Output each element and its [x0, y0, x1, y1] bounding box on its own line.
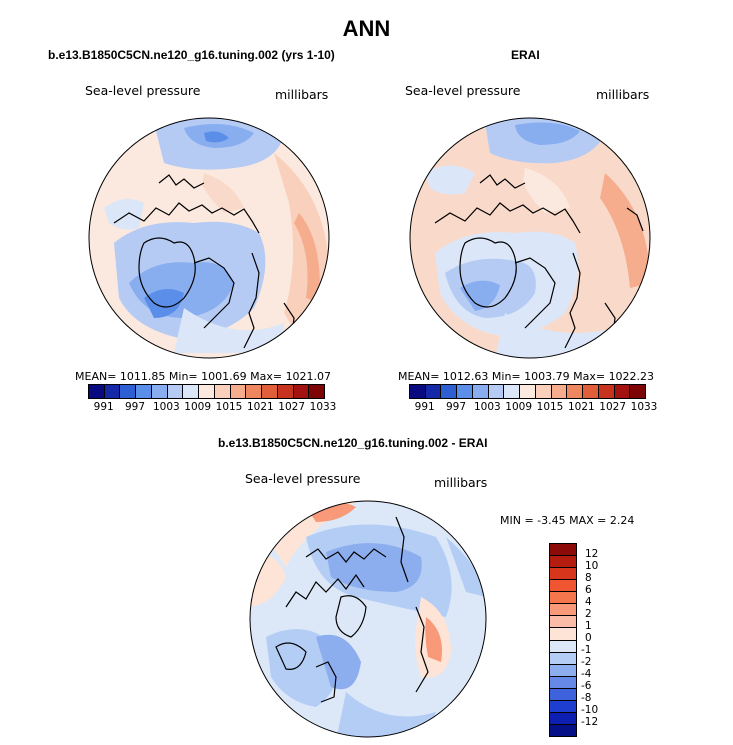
- colorbar-swatch: [230, 385, 247, 398]
- model-polar-map: [88, 117, 330, 359]
- diff-colorbar-ticks: 12 10 8 6 4 2 1 0 -1 -2 -4 -6 -8 -10 -12: [581, 543, 625, 737]
- colorbar-swatch: [550, 544, 576, 557]
- colorbar-swatch: [630, 385, 646, 398]
- model-variable-label: Sea-level pressure: [85, 83, 201, 98]
- colorbar-tick-label: 1015: [536, 401, 564, 413]
- colorbar-swatch: [151, 385, 168, 398]
- obs-colorbar-ticks: 991 997 1003 1009 1015 1021 1027 1033: [409, 401, 658, 415]
- colorbar-swatch: [598, 385, 615, 398]
- colorbar-tick-label: -10: [581, 704, 599, 716]
- colorbar-swatch: [214, 385, 231, 398]
- colorbar-swatch: [246, 385, 263, 398]
- colorbar-swatch: [520, 385, 536, 398]
- colorbar-swatch: [550, 640, 576, 653]
- obs-polar-map: [409, 117, 651, 359]
- colorbar-tick-label: 1015: [215, 401, 243, 413]
- colorbar-tick-label: 1021: [567, 401, 595, 413]
- colorbar-swatch: [550, 676, 576, 689]
- model-colorbar: [88, 384, 325, 399]
- colorbar-swatch: [550, 616, 576, 629]
- colorbar-tick-label: 1021: [246, 401, 274, 413]
- colorbar-tick-label: -4: [581, 668, 592, 680]
- model-colorbar-ticks: 991 997 1003 1009 1015 1021 1027 1033: [88, 401, 337, 415]
- colorbar-swatch: [550, 688, 576, 701]
- colorbar-tick-label: -1: [581, 644, 592, 656]
- diff-variable-label: Sea-level pressure: [245, 471, 361, 486]
- obs-variable-label: Sea-level pressure: [405, 83, 521, 98]
- colorbar-tick-label: 8: [585, 572, 592, 584]
- colorbar-swatch: [550, 712, 576, 725]
- colorbar-tick-label: 1003: [473, 401, 501, 413]
- diff-colorbar: [549, 543, 577, 737]
- colorbar-swatch: [410, 385, 426, 398]
- colorbar-swatch: [104, 385, 121, 398]
- colorbar-swatch: [425, 385, 442, 398]
- colorbar-tick-label: -12: [581, 716, 599, 728]
- figure-title: ANN: [342, 16, 391, 41]
- diff-units-label: millibars: [434, 475, 488, 490]
- colorbar-tick-label: -6: [581, 680, 592, 692]
- colorbar-swatch: [89, 385, 105, 398]
- colorbar-swatch: [488, 385, 505, 398]
- colorbar-swatch: [614, 385, 631, 398]
- colorbar-tick-label: 997: [124, 401, 146, 413]
- colorbar-tick-label: 1027: [278, 401, 306, 413]
- colorbar-swatch: [167, 385, 184, 398]
- colorbar-swatch: [457, 385, 473, 398]
- colorbar-swatch: [550, 568, 576, 581]
- colorbar-swatch: [120, 385, 137, 398]
- colorbar-tick-label: 4: [585, 596, 592, 608]
- obs-units-label: millibars: [596, 87, 650, 102]
- colorbar-tick-label: 1: [585, 620, 592, 632]
- colorbar-swatch: [183, 385, 200, 398]
- colorbar-swatch: [472, 385, 489, 398]
- colorbar-swatch: [550, 628, 576, 641]
- colorbar-swatch: [567, 385, 584, 398]
- colorbar-swatch: [136, 385, 152, 398]
- colorbar-tick-label: 2: [585, 608, 592, 620]
- colorbar-swatch: [277, 385, 294, 398]
- colorbar-tick-label: 1033: [630, 401, 658, 413]
- colorbar-tick-label: 6: [585, 584, 592, 596]
- colorbar-swatch: [309, 385, 325, 398]
- colorbar-tick-label: -2: [581, 656, 592, 668]
- model-panel-title: b.e13.B1850C5CN.ne120_g16.tuning.002 (yr…: [48, 48, 335, 62]
- colorbar-swatch: [550, 724, 576, 736]
- colorbar-swatch: [550, 604, 576, 617]
- model-stats: MEAN= 1011.85 Min= 1001.69 Max= 1021.07: [75, 370, 332, 383]
- colorbar-swatch: [551, 385, 568, 398]
- colorbar-tick-label: -8: [581, 692, 592, 704]
- obs-panel-title: ERAI: [511, 48, 540, 62]
- colorbar-swatch: [550, 556, 576, 569]
- colorbar-tick-label: 1033: [309, 401, 337, 413]
- colorbar-swatch: [504, 385, 521, 398]
- colorbar-tick-label: 991: [414, 401, 435, 413]
- obs-stats: MEAN= 1012.63 Min= 1003.79 Max= 1022.23: [398, 370, 655, 383]
- colorbar-swatch: [199, 385, 215, 398]
- colorbar-tick-label: 1009: [184, 401, 212, 413]
- colorbar-swatch: [550, 580, 576, 593]
- diff-polar-map: [249, 500, 487, 738]
- diff-stats: MIN = -3.45 MAX = 2.24: [500, 514, 635, 527]
- colorbar-tick-label: 0: [585, 632, 592, 644]
- colorbar-swatch: [583, 385, 599, 398]
- colorbar-swatch: [550, 652, 576, 665]
- colorbar-tick-label: 1003: [152, 401, 180, 413]
- diff-panel-title: b.e13.B1850C5CN.ne120_g16.tuning.002 - E…: [218, 436, 488, 450]
- colorbar-tick-label: 1009: [505, 401, 533, 413]
- colorbar-tick-label: 997: [445, 401, 467, 413]
- model-units-label: millibars: [275, 87, 329, 102]
- colorbar-swatch: [293, 385, 310, 398]
- colorbar-swatch: [441, 385, 458, 398]
- colorbar-tick-label: 12: [585, 548, 599, 560]
- colorbar-tick-label: 1027: [599, 401, 627, 413]
- obs-colorbar: [409, 384, 646, 399]
- colorbar-tick-label: 991: [93, 401, 114, 413]
- colorbar-swatch: [550, 592, 576, 605]
- colorbar-swatch: [535, 385, 552, 398]
- colorbar-swatch: [262, 385, 278, 398]
- colorbar-swatch: [550, 700, 576, 713]
- colorbar-swatch: [550, 664, 576, 677]
- colorbar-tick-label: 10: [585, 560, 599, 572]
